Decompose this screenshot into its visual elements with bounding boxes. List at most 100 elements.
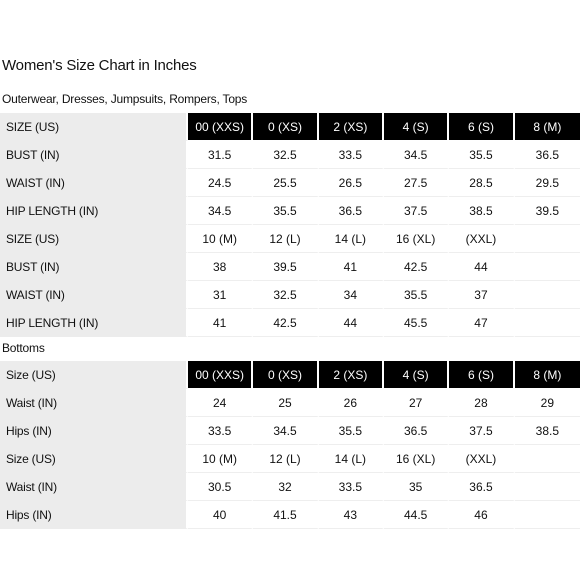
- row-label: WAIST (IN): [0, 281, 188, 309]
- table-cell: 32.5: [253, 141, 319, 169]
- section-title-bottoms: Bottoms: [2, 341, 45, 355]
- table-cell: 14 (L): [318, 445, 384, 473]
- table-cell: 42.5: [383, 253, 450, 281]
- table-row: Hips (IN) 33.5 34.5 35.5 36.5 37.5 38.5: [0, 417, 580, 445]
- size-header-cell: 4 (S): [383, 361, 450, 389]
- table-cell: 44: [449, 253, 515, 281]
- table-cell: 31: [188, 281, 254, 309]
- table-cell: 12 (L): [253, 225, 319, 253]
- table-cell: 25: [253, 389, 319, 417]
- table-cell: 30.5: [188, 473, 254, 501]
- table-cell: 10 (M): [188, 225, 254, 253]
- table-cell: 28: [449, 389, 515, 417]
- table-cell: 44: [318, 309, 384, 337]
- row-label: WAIST (IN): [0, 169, 188, 197]
- table-row: Hips (IN) 40 41.5 43 44.5 46: [0, 501, 580, 529]
- table-cell: 28.5: [449, 169, 515, 197]
- table-cell: [514, 253, 580, 281]
- table-cell: 38.5: [514, 417, 580, 445]
- table-row: Waist (IN) 24 25 26 27 28 29: [0, 389, 580, 417]
- table-cell: 34: [318, 281, 384, 309]
- table-row: BUST (IN) 38 39.5 41 42.5 44: [0, 253, 580, 281]
- table-row: Size (US) 00 (XXS) 0 (XS) 2 (XS) 4 (S) 6…: [0, 361, 580, 389]
- row-label: BUST (IN): [0, 253, 188, 281]
- row-label: Hips (IN): [0, 417, 188, 445]
- size-header-cell: 4 (S): [383, 113, 450, 141]
- row-label: Size (US): [0, 445, 188, 473]
- table-cell: [514, 473, 580, 501]
- page-title: Women's Size Chart in Inches: [2, 57, 197, 74]
- table-cell: 29: [514, 389, 580, 417]
- row-label: SIZE (US): [0, 113, 188, 141]
- table-cell: 33.5: [318, 141, 384, 169]
- table-row: HIP LENGTH (IN) 41 42.5 44 45.5 47: [0, 309, 580, 337]
- table-cell: 26.5: [318, 169, 384, 197]
- table-row: SIZE (US) 10 (M) 12 (L) 14 (L) 16 (XL) (…: [0, 225, 580, 253]
- table-cell: 37: [449, 281, 515, 309]
- table-cell: 16 (XL): [383, 225, 450, 253]
- size-header-cell: 8 (M): [514, 361, 580, 389]
- row-label: HIP LENGTH (IN): [0, 309, 188, 337]
- table-row: HIP LENGTH (IN) 34.5 35.5 36.5 37.5 38.5…: [0, 197, 580, 225]
- row-label: BUST (IN): [0, 141, 188, 169]
- table-row: Size (US) 10 (M) 12 (L) 14 (L) 16 (XL) (…: [0, 445, 580, 473]
- table-row: WAIST (IN) 24.5 25.5 26.5 27.5 28.5 29.5: [0, 169, 580, 197]
- table-cell: 27.5: [383, 169, 450, 197]
- table-cell: 37.5: [383, 197, 450, 225]
- table-cell: 34.5: [188, 197, 254, 225]
- size-header-cell: 00 (XXS): [188, 361, 254, 389]
- table-cell: 35: [383, 473, 450, 501]
- row-label: Waist (IN): [0, 473, 188, 501]
- table-cell: 25.5: [253, 169, 319, 197]
- table-cell: 33.5: [188, 417, 254, 445]
- table-cell: 34.5: [383, 141, 450, 169]
- table-cell: 38: [188, 253, 254, 281]
- table-cell: [514, 501, 580, 529]
- table-cell: 44.5: [383, 501, 450, 529]
- table-cell: 42.5: [253, 309, 319, 337]
- table-cell: 39.5: [253, 253, 319, 281]
- table-cell: [514, 309, 580, 337]
- table-cell: 41: [188, 309, 254, 337]
- row-label: Waist (IN): [0, 389, 188, 417]
- table-cell: 33.5: [318, 473, 384, 501]
- table-cell: 24.5: [188, 169, 254, 197]
- table-cell: 34.5: [253, 417, 319, 445]
- table-row: WAIST (IN) 31 32.5 34 35.5 37: [0, 281, 580, 309]
- table-cell: (XXL): [449, 445, 515, 473]
- table-cell: 40: [188, 501, 254, 529]
- row-label: HIP LENGTH (IN): [0, 197, 188, 225]
- table-cell: 41.5: [253, 501, 319, 529]
- size-header-cell: 00 (XXS): [188, 113, 254, 141]
- table-cell: 32.5: [253, 281, 319, 309]
- table-cell: 39.5: [514, 197, 580, 225]
- table-cell: 31.5: [188, 141, 254, 169]
- table-cell: 35.5: [318, 417, 384, 445]
- table-cell: 14 (L): [318, 225, 384, 253]
- table-cell: 36.5: [383, 417, 450, 445]
- table-cell: 26: [318, 389, 384, 417]
- table-cell: 35.5: [253, 197, 319, 225]
- table-cell: [514, 225, 580, 253]
- size-header-cell: 0 (XS): [253, 361, 319, 389]
- section-title-tops: Outerwear, Dresses, Jumpsuits, Rompers, …: [2, 92, 248, 106]
- table-cell: 38.5: [449, 197, 515, 225]
- table-cell: 47: [449, 309, 515, 337]
- size-header-cell: 6 (S): [449, 113, 515, 141]
- table-cell: 46: [449, 501, 515, 529]
- table-cell: 29.5: [514, 169, 580, 197]
- table-cell: 36.5: [514, 141, 580, 169]
- table-cell: 27: [383, 389, 450, 417]
- table-cell: 45.5: [383, 309, 450, 337]
- size-header-cell: 6 (S): [449, 361, 515, 389]
- table-cell: 41: [318, 253, 384, 281]
- size-table-tops: SIZE (US) 00 (XXS) 0 (XS) 2 (XS) 4 (S) 6…: [0, 113, 580, 337]
- table-row: Waist (IN) 30.5 32 33.5 35 36.5: [0, 473, 580, 501]
- table-cell: 36.5: [318, 197, 384, 225]
- table-cell: 35.5: [383, 281, 450, 309]
- table-cell: 37.5: [449, 417, 515, 445]
- table-cell: 36.5: [449, 473, 515, 501]
- table-cell: (XXL): [449, 225, 515, 253]
- row-label: Hips (IN): [0, 501, 188, 529]
- table-cell: 35.5: [449, 141, 515, 169]
